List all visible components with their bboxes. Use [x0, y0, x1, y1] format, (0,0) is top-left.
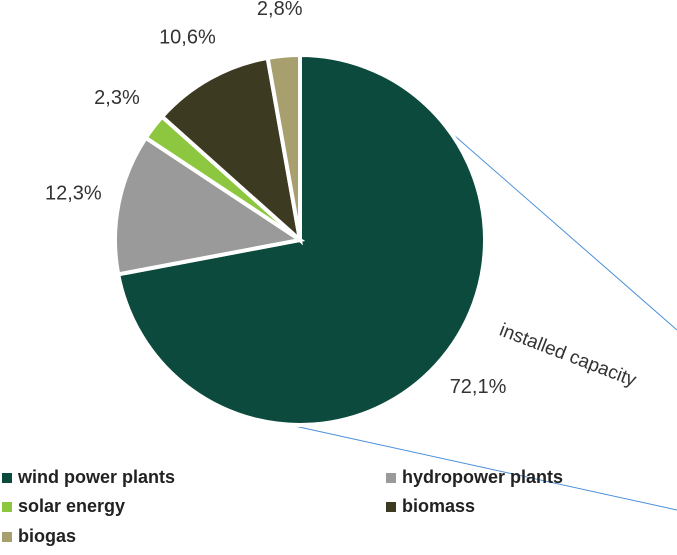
data-label: 10,6% — [159, 26, 216, 48]
legend-label: biogas — [18, 526, 76, 546]
legend-label: solar energy — [18, 496, 125, 516]
legend-label: wind power plants — [17, 467, 175, 487]
data-label: 2,3% — [94, 87, 140, 109]
legend-swatch — [386, 502, 396, 512]
data-label: 12,3% — [45, 182, 102, 204]
legend-swatch — [386, 473, 396, 483]
legend-swatch — [2, 532, 12, 542]
pie-slice — [113, 135, 306, 277]
legend-swatch — [2, 502, 12, 512]
data-label: 2,8% — [257, 0, 303, 20]
legend-label: hydropower plants — [402, 467, 563, 487]
pie-slice — [265, 52, 302, 241]
pie-slice — [159, 55, 303, 246]
annotation: installed capacity — [496, 320, 639, 392]
data-label: 72,1% — [450, 376, 507, 398]
connector-line — [289, 424, 677, 511]
legend-swatch — [2, 473, 12, 483]
legend-label: biomass — [402, 496, 475, 516]
